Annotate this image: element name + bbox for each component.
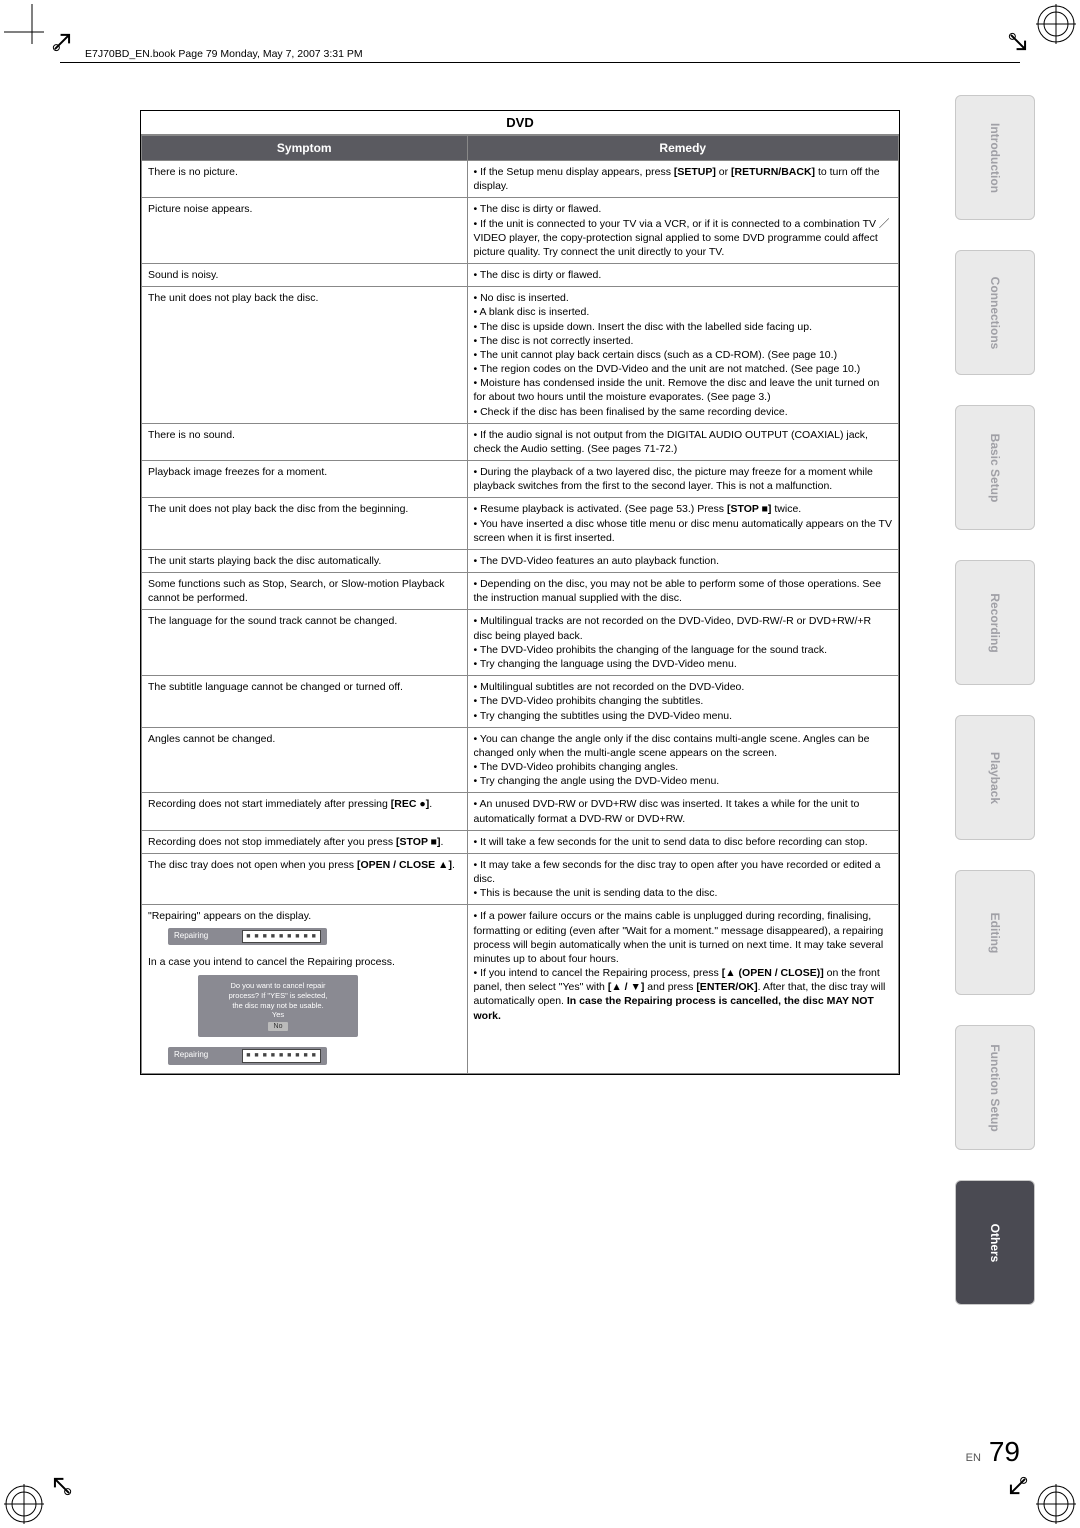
tab-others[interactable]: Others [955,1180,1035,1305]
remedy-cell: • No disc is inserted.• A blank disc is … [467,287,899,424]
table-row: Playback image freezes for a moment.• Du… [142,461,899,498]
arrow-icon [45,25,79,59]
symptom-cell: The unit starts playing back the disc au… [142,549,468,572]
dvd-table-container: DVD Symptom Remedy There is no picture.•… [140,110,900,1075]
symptom-cell: The subtitle language cannot be changed … [142,676,468,728]
symptom-cell-repairing: "Repairing" appears on the display. Repai… [142,905,468,1073]
repair-text-2: In a case you intend to cancel the Repai… [148,955,461,969]
dvd-heading: DVD [141,111,899,135]
side-tabs: Introduction Connections Basic Setup Record… [955,95,1035,1305]
progress-icon: ■ ■ ■ ■ ■ ■ ■ ■ ■ [242,1049,321,1062]
symptom-cell: Angles cannot be changed. [142,727,468,793]
footer-page-number: 79 [989,1436,1020,1467]
tab-label: Function Setup [988,1044,1002,1131]
symptom-cell: There is no sound. [142,423,468,460]
table-row: Some functions such as Stop, Search, or … [142,573,899,610]
remedy-cell: • The disc is dirty or flawed. [467,264,899,287]
reg-mark-icon [1036,1484,1076,1524]
arrow-icon [1001,25,1035,59]
table-row: The unit does not play back the disc.• N… [142,287,899,424]
tab-label: Basic Setup [988,433,1002,502]
remedy-cell: • Multilingual subtitles are not recorde… [467,676,899,728]
symptom-cell: The unit does not play back the disc fro… [142,498,468,550]
remedy-cell: • The DVD-Video features an auto playbac… [467,549,899,572]
tab-label: Playback [988,751,1002,803]
file-path-header: E7J70BD_EN.book Page 79 Monday, May 7, 2… [85,48,363,60]
table-row: Angles cannot be changed.• You can chang… [142,727,899,793]
remedy-cell: • If the Setup menu display appears, pre… [467,161,899,198]
table-row: The disc tray does not open when you pre… [142,853,899,905]
repair-label: Repairing [174,1050,208,1059]
col-symptom: Symptom [142,136,468,161]
symptom-cell: The language for the sound track cannot … [142,610,468,676]
col-remedy: Remedy [467,136,899,161]
troubleshoot-table: Symptom Remedy There is no picture.• If … [141,135,899,1074]
table-row: There is no sound.• If the audio signal … [142,423,899,460]
repair-text-1: "Repairing" appears on the display. [148,909,461,923]
symptom-cell: Recording does not start immediately aft… [142,793,468,830]
remedy-cell-repairing: • If a power failure occurs or the mains… [467,905,899,1073]
symptom-cell: Picture noise appears. [142,198,468,264]
tab-basic-setup[interactable]: Basic Setup [955,405,1035,530]
remedy-cell: • During the playback of a two layered d… [467,461,899,498]
header-rule [60,62,1020,63]
symptom-cell: Recording does not stop immediately afte… [142,830,468,853]
page-footer: EN 79 [966,1436,1020,1468]
tab-introduction[interactable]: Introduction [955,95,1035,220]
remedy-cell: • An unused DVD-RW or DVD+RW disc was in… [467,793,899,830]
remedy-cell: • It will take a few seconds for the uni… [467,830,899,853]
tab-label: Introduction [988,123,1002,193]
repair-label: Repairing [174,931,208,940]
table-row: The unit starts playing back the disc au… [142,549,899,572]
table-row: The unit does not play back the disc fro… [142,498,899,550]
arrow-icon [45,1469,79,1503]
remedy-cell: • Multilingual tracks are not recorded o… [467,610,899,676]
table-row: The subtitle language cannot be changed … [142,676,899,728]
table-row: The language for the sound track cannot … [142,610,899,676]
tab-connections[interactable]: Connections [955,250,1035,375]
tab-label: Others [988,1223,1002,1262]
remedy-cell: • Depending on the disc, you may not be … [467,573,899,610]
remedy-cell: • If the audio signal is not output from… [467,423,899,460]
repair-screen-1: Repairing ■ ■ ■ ■ ■ ■ ■ ■ ■ [168,928,327,945]
tab-editing[interactable]: Editing [955,870,1035,995]
arrow-icon [1001,1469,1035,1503]
yes-label: Yes [272,1010,284,1019]
tab-function-setup[interactable]: Function Setup [955,1025,1035,1150]
table-row-repairing: "Repairing" appears on the display. Repai… [142,905,899,1073]
footer-lang: EN [966,1452,981,1464]
cancel-dialog: Do you want to cancel repairprocess? If … [198,975,358,1037]
symptom-cell: There is no picture. [142,161,468,198]
remedy-cell: • You can change the angle only if the d… [467,727,899,793]
symptom-cell: Some functions such as Stop, Search, or … [142,573,468,610]
remedy-cell: • The disc is dirty or flawed.• If the u… [467,198,899,264]
remedy-cell: • It may take a few seconds for the disc… [467,853,899,905]
symptom-cell: Sound is noisy. [142,264,468,287]
tab-label: Recording [988,593,1002,652]
symptom-cell: Playback image freezes for a moment. [142,461,468,498]
tab-label: Editing [988,912,1002,953]
table-row: Recording does not stop immediately afte… [142,830,899,853]
reg-mark-icon [4,1484,44,1524]
reg-mark-icon [1036,4,1076,44]
symptom-cell: The disc tray does not open when you pre… [142,853,468,905]
table-row: There is no picture.• If the Setup menu … [142,161,899,198]
remedy-cell: • Resume playback is activated. (See pag… [467,498,899,550]
main-content: DVD Symptom Remedy There is no picture.•… [140,110,900,1075]
no-button: No [268,1022,289,1031]
repair-screen-2: Repairing ■ ■ ■ ■ ■ ■ ■ ■ ■ [168,1047,327,1064]
table-row: Picture noise appears.• The disc is dirt… [142,198,899,264]
progress-icon: ■ ■ ■ ■ ■ ■ ■ ■ ■ [242,930,321,943]
reg-mark-icon [4,4,44,44]
table-row: Recording does not start immediately aft… [142,793,899,830]
symptom-cell: The unit does not play back the disc. [142,287,468,424]
tab-recording[interactable]: Recording [955,560,1035,685]
tab-playback[interactable]: Playback [955,715,1035,840]
tab-label: Connections [988,276,1002,349]
table-row: Sound is noisy.• The disc is dirty or fl… [142,264,899,287]
